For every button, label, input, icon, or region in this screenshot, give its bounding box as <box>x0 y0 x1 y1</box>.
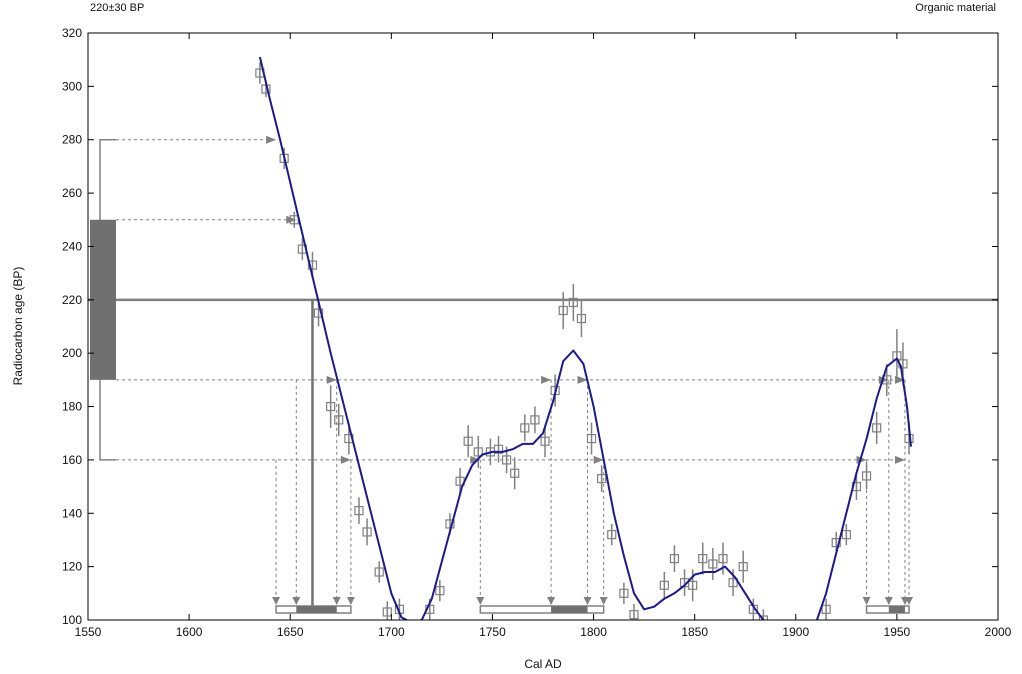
data-point <box>520 423 530 433</box>
data-point <box>354 506 364 516</box>
range-arrow-down <box>476 597 485 605</box>
data-point <box>334 415 344 425</box>
data-point <box>362 527 372 537</box>
data-point <box>326 401 336 412</box>
x-tick-label: 1700 <box>378 625 405 639</box>
data-point <box>307 260 318 270</box>
guide-arrow <box>266 135 277 144</box>
x-tick-label: 1800 <box>580 625 607 639</box>
data-point <box>597 473 607 484</box>
range-arrow-down <box>905 597 914 605</box>
prob-bar-1sigma <box>296 606 337 613</box>
guide-arrow <box>577 375 588 384</box>
data-point <box>473 447 483 457</box>
data-point <box>586 433 597 444</box>
y-tick-label: 120 <box>62 560 82 574</box>
data-point <box>698 554 708 564</box>
data-point <box>493 444 504 454</box>
data-point <box>861 471 872 481</box>
data-point <box>841 530 851 540</box>
data-point <box>718 554 728 564</box>
y-tick-label: 100 <box>62 613 82 627</box>
y-tick-label: 220 <box>62 293 82 307</box>
data-point <box>382 607 392 617</box>
range-arrow-down <box>884 597 893 605</box>
data-point <box>568 297 578 308</box>
data-point <box>728 578 738 588</box>
x-tick-label: 1750 <box>479 625 506 639</box>
range-arrow-down <box>272 597 281 605</box>
data-point <box>558 305 568 316</box>
range-arrow-down <box>346 597 355 605</box>
guide-arrow <box>541 375 552 384</box>
y-tick-label: 160 <box>62 453 82 467</box>
guide-arrow <box>894 455 905 464</box>
data-point <box>872 423 882 433</box>
data-point <box>669 554 680 564</box>
range-arrow-down <box>292 597 301 605</box>
data-point <box>821 604 831 614</box>
y-tick-label: 240 <box>62 239 82 253</box>
range-arrow-down <box>599 597 608 605</box>
prob-bar-1sigma <box>551 606 588 613</box>
x-tick-label: 1950 <box>884 625 911 639</box>
sample-1sigma-box <box>90 219 116 380</box>
range-arrow-down <box>583 597 592 605</box>
data-point <box>502 455 512 465</box>
data-point <box>463 436 473 446</box>
calibration-curve-line <box>815 357 912 620</box>
data-point <box>540 436 550 446</box>
y-axis-label: Radiocarbon age (BP) <box>11 267 25 386</box>
data-point <box>659 580 669 590</box>
calibration-curve-line <box>258 56 765 620</box>
data-point <box>831 538 841 548</box>
data-point <box>374 567 384 577</box>
data-point <box>510 468 520 478</box>
x-tick-label: 1900 <box>782 625 809 639</box>
y-tick-label: 320 <box>62 26 82 40</box>
data-point <box>708 559 718 569</box>
data-point <box>530 415 540 425</box>
data-point <box>688 580 698 590</box>
x-axis-label: Cal AD <box>524 657 562 671</box>
data-point <box>576 313 587 324</box>
guide-arrow <box>286 215 297 224</box>
range-arrow-down <box>547 597 556 605</box>
data-point <box>435 586 445 596</box>
x-tick-label: 1550 <box>75 625 102 639</box>
range-arrow-down <box>862 597 871 605</box>
prob-bar-1sigma <box>888 606 905 613</box>
guide-arrow <box>326 375 337 384</box>
guide-arrow <box>593 455 604 464</box>
guide-arrow <box>340 455 351 464</box>
y-tick-label: 200 <box>62 346 82 360</box>
data-point <box>607 530 617 540</box>
material-label: Organic material <box>915 2 996 14</box>
prob-bar-2sigma <box>479 605 605 614</box>
data-point <box>758 615 769 620</box>
y-tick-label: 300 <box>62 79 82 93</box>
plot-frame <box>87 32 999 621</box>
y-tick-label: 140 <box>62 506 82 520</box>
y-tick-label: 180 <box>62 400 82 414</box>
sample-age-label: 220±30 BP <box>90 2 145 14</box>
range-arrow-down <box>332 597 341 605</box>
x-tick-label: 1850 <box>681 625 708 639</box>
data-point <box>619 588 629 598</box>
y-tick-label: 280 <box>62 133 82 147</box>
x-tick-label: 1650 <box>277 625 304 639</box>
prob-bar-2sigma <box>865 605 910 614</box>
x-tick-label: 2000 <box>985 625 1012 639</box>
data-point <box>313 308 324 318</box>
x-tick-label: 1600 <box>176 625 203 639</box>
data-point <box>629 610 639 620</box>
data-point <box>738 562 748 572</box>
y-tick-label: 260 <box>62 186 82 200</box>
guide-arrow <box>470 455 481 464</box>
